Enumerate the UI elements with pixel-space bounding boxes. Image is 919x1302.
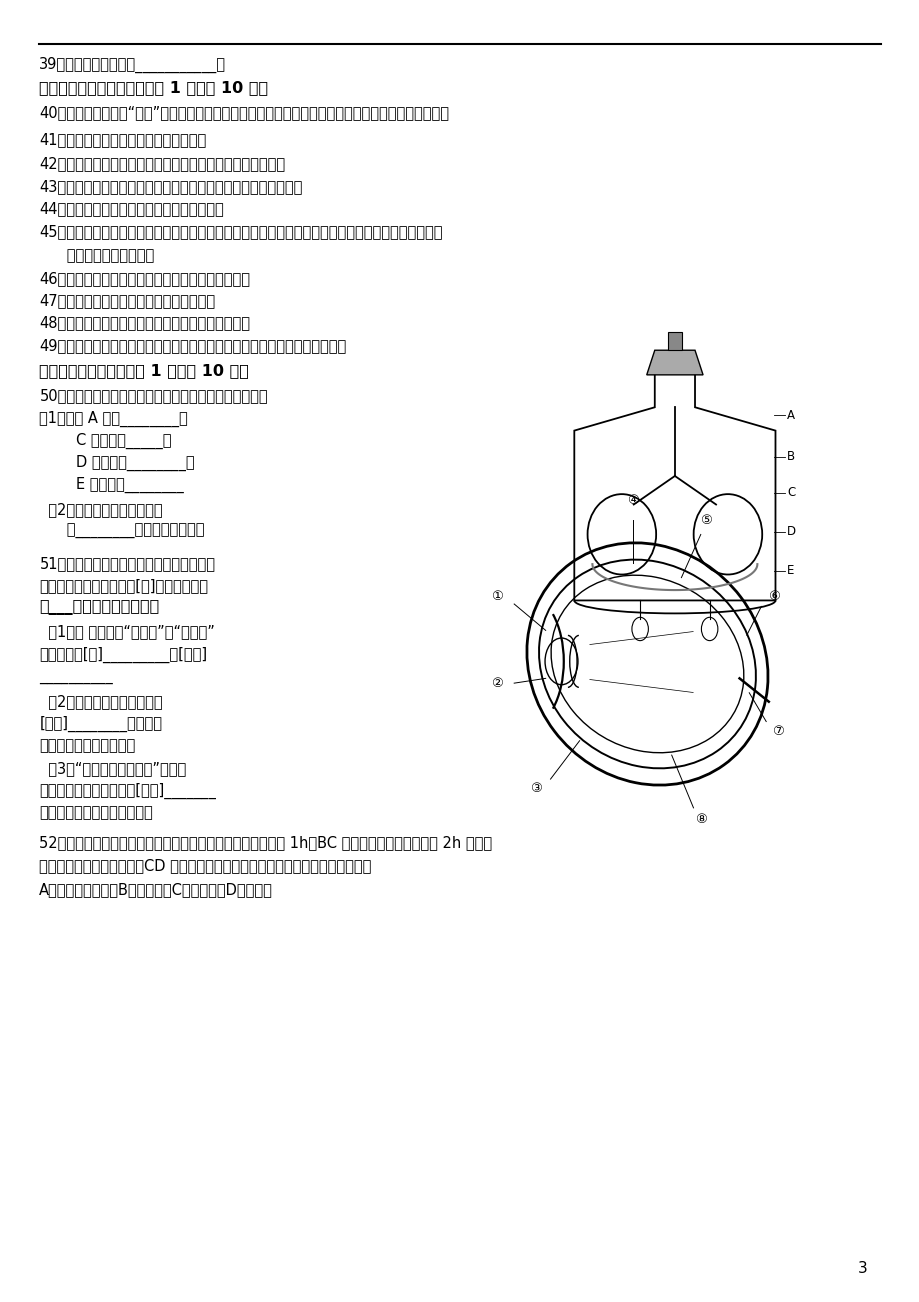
Text: 的含量高于其他气体。: 的含量高于其他气体。 <box>40 247 154 263</box>
Text: D: D <box>787 525 796 538</box>
Text: 的感觉很灵敏，原因在于[　　]_______: 的感觉很灵敏，原因在于[ ]_______ <box>40 784 216 799</box>
Text: E: E <box>787 564 794 577</box>
Text: 39．視觉形成的部位是___________。: 39．視觉形成的部位是___________。 <box>40 57 226 73</box>
Text: 44．（　　）肺活量是肺容纳气体的最大量。: 44．（ ）肺活量是肺容纳气体的最大量。 <box>40 201 224 216</box>
Polygon shape <box>646 350 702 375</box>
Text: 42．（　　）平常下的雨也是酸性的，所以也可以称为酸雨。: 42．（ ）平常下的雨也是酸性的，所以也可以称为酸雨。 <box>40 156 285 171</box>
Text: 在___上填写相关名称）。: 在___上填写相关名称）。 <box>40 600 159 616</box>
Text: 的含量出现了大幅度下降（CD 段），血糖含量的下降与哪种激素有关：（　　　）: 的含量出现了大幅度下降（CD 段），血糖含量的下降与哪种激素有关：（ ） <box>40 858 371 874</box>
Text: A: A <box>787 409 795 422</box>
Text: C 表示的是_____。: C 表示的是_____。 <box>40 434 172 449</box>
Text: 46．（　　）肝是人体最大的消化腺，能分泌胆汁。: 46．（ ）肝是人体最大的消化腺，能分泌胆汁。 <box>40 271 250 286</box>
Text: ⑦: ⑦ <box>772 725 783 738</box>
Text: C: C <box>787 487 795 500</box>
Text: 以调节进入眼球内光线。: 以调节进入眼球内光线。 <box>40 738 135 753</box>
Text: 52．下图为正常人的血糖含量变化曲线；正常人的血糖在饭后 1h（BC 段）大幅度上升，在饭后 2h 后血糖: 52．下图为正常人的血糖含量变化曲线；正常人的血糖在饭后 1h（BC 段）大幅度… <box>40 835 492 850</box>
Text: 3: 3 <box>857 1260 867 1276</box>
Text: 据图回答下列问题：（在[　]内填写标号，: 据图回答下列问题：（在[ ]内填写标号， <box>40 578 208 594</box>
Text: （三）、试图作答（每空 1 分，共 10 分）: （三）、试图作答（每空 1 分，共 10 分） <box>40 363 249 378</box>
Text: 实际上是指[　]_________和[　　]: 实际上是指[ ]_________和[ ] <box>40 647 208 663</box>
Text: 43．（　　）动脉血管里流的是动脉血，静脉血管里流的是静脉血: 43．（ ）动脉血管里流的是动脉血，静脉血管里流的是静脉血 <box>40 180 302 194</box>
Text: 50．根据右图（模拟膈肌的运动示意图）完成下列各题。: 50．根据右图（模拟膈肌的运动示意图）完成下列各题。 <box>40 388 267 402</box>
Text: D 表示的是________，: D 表示的是________， <box>40 456 195 471</box>
Text: 41．（　　）青春期身高和体重显著增长: 41．（ ）青春期身高和体重显著增长 <box>40 133 207 147</box>
Text: （2）人从暗室走到阳光下，: （2）人从暗室走到阳光下， <box>40 694 163 708</box>
Text: （3）“眼睛里容不得沙子”说明眼: （3）“眼睛里容不得沙子”说明眼 <box>40 762 187 776</box>
Text: （二）快速判断：（每个小题 1 分，共 10 分）: （二）快速判断：（每个小题 1 分，共 10 分） <box>40 81 268 95</box>
Text: ⑧: ⑧ <box>694 814 706 827</box>
Text: A．甲状腺激素　　B．胰岛素　C．生长素　D．雌激素: A．甲状腺激素 B．胰岛素 C．生长素 D．雌激素 <box>40 881 273 897</box>
Text: 47．（　　）左心室的壁较右心室的壁厚。: 47．（ ）左心室的壁较右心室的壁厚。 <box>40 293 215 309</box>
Text: 40．（　　）人体的“发热”是一种病理反应。在一定范围内的发热，是身体抗抗疾病的生理防御反应。: 40．（ ）人体的“发热”是一种病理反应。在一定范围内的发热，是身体抗抗疾病的生… <box>40 105 448 120</box>
Text: ③: ③ <box>529 783 541 796</box>
Text: 是________（吸气还是呼气）: 是________（吸气还是呼气） <box>40 523 205 539</box>
Text: ①: ① <box>491 590 503 603</box>
Text: 45．（　　）正常情况下，人吸入体内的气体中，氧气的含量高于其他气体；呼出的气体中，二氧化碳: 45．（ ）正常情况下，人吸入体内的气体中，氧气的含量高于其他气体；呼出的气体中… <box>40 224 442 240</box>
Polygon shape <box>667 332 681 350</box>
Text: 内含有丰富的感觉神经末梢。: 内含有丰富的感觉神经末梢。 <box>40 805 153 820</box>
Text: 49．（　　）排泄和排遗是人体排出废物的两种方式，它们之间没有根本区别: 49．（ ）排泄和排遗是人体排出废物的两种方式，它们之间没有根本区别 <box>40 339 346 354</box>
Text: 51．右下图为人眼主要部分结构的示意图，: 51．右下图为人眼主要部分结构的示意图， <box>40 556 215 572</box>
Text: （1）． 人眼中的“白眼球”和“黑眼球”: （1）． 人眼中的“白眼球”和“黑眼球” <box>40 624 215 639</box>
Text: （2）该模型此时模拟的状态: （2）该模型此时模拟的状态 <box>40 501 163 517</box>
Text: ⑥: ⑥ <box>766 590 778 603</box>
Text: （1）图中 A 表示________，: （1）图中 A 表示________， <box>40 411 187 427</box>
Text: E 表示的是________: E 表示的是________ <box>40 478 184 493</box>
Text: ⑤: ⑤ <box>699 513 710 526</box>
Text: __________: __________ <box>40 669 113 684</box>
Text: ④: ④ <box>627 495 638 508</box>
Text: [　　]________会变小，: [ ]________会变小， <box>40 716 162 732</box>
Text: ②: ② <box>491 677 503 690</box>
Text: B: B <box>787 450 795 464</box>
Text: 48．（　　）肾单位包括肾小球、肾小囊、输尿管。: 48．（ ）肾单位包括肾小球、肾小囊、输尿管。 <box>40 315 250 331</box>
